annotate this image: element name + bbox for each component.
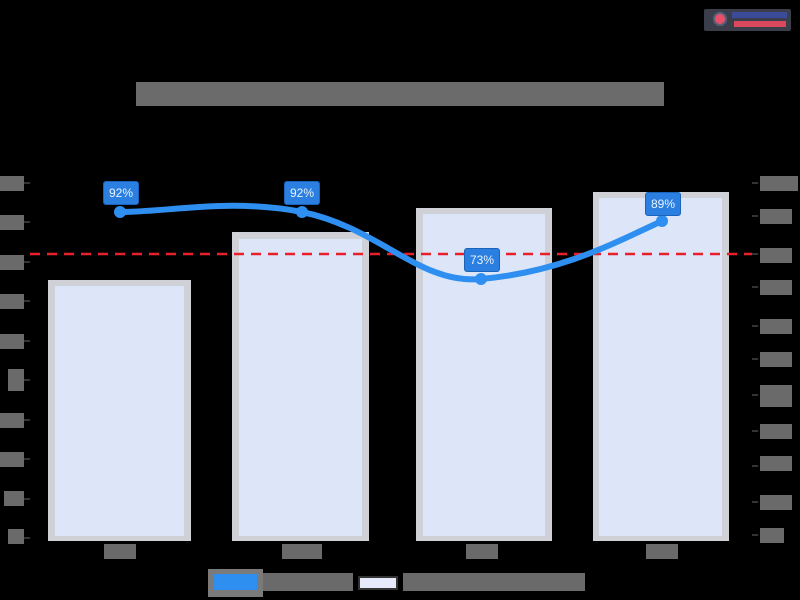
satisfaction-line [117,202,665,283]
right-axis-tick: 0% [760,528,784,543]
right-axis-tick: 50% [760,352,792,367]
data-label: 89% [645,192,682,216]
left-axis-tick: 80% [0,255,24,270]
right-axis-tick: 70% [760,280,792,295]
right-axis-tick: 10% [760,495,792,510]
chart-legend: Satisfaction Market Share (% of total sa… [208,569,585,597]
logo-text-line1 [732,12,787,18]
data-label: 92% [103,181,140,205]
left-axis-tick: 40% [0,413,24,428]
left-axis-tick: 30% [0,452,24,467]
right-axis-tick: 80% [760,248,792,263]
x-axis-tick: 2020 [104,544,136,559]
right-axis-tick: 30% [760,424,792,439]
x-axis-tick: 2023 [646,544,678,559]
logo-text-line2 [734,21,786,27]
right-axis-tick: 20% [760,456,792,471]
chart-title: Market Share & Customer Satisfaction by … [136,82,664,106]
right-axis-tick: 100% [760,176,798,191]
left-axis-tick: 0% [8,529,24,544]
logo-mark-icon [713,12,727,26]
right-axis-tick: 40% [760,385,792,407]
data-label: 92% [284,181,321,205]
right-axis-tick: 60% [760,319,792,334]
left-axis-tick: 90% [0,215,24,230]
legend-bar-label[interactable]: Market Share (% of total sales) [403,573,585,591]
legend-bar-swatch[interactable] [358,576,398,590]
right-axis-tick: 90% [760,209,792,224]
x-axis-tick: 2021 [282,544,322,559]
data-label: 73% [464,248,501,272]
left-axis-tick: 100% [0,176,24,191]
bars [48,192,729,541]
x-axis-tick: 2022 [466,544,498,559]
left-axis-tick: 70% [0,294,24,309]
left-axis-tick: 60% [0,334,24,349]
brand-logo [704,9,791,31]
left-axis-tick: 50% [8,369,24,391]
left-axis-tick: 20% [4,491,24,506]
legend-line-swatch[interactable] [208,569,263,597]
legend-line-label[interactable]: Satisfaction [263,573,353,591]
